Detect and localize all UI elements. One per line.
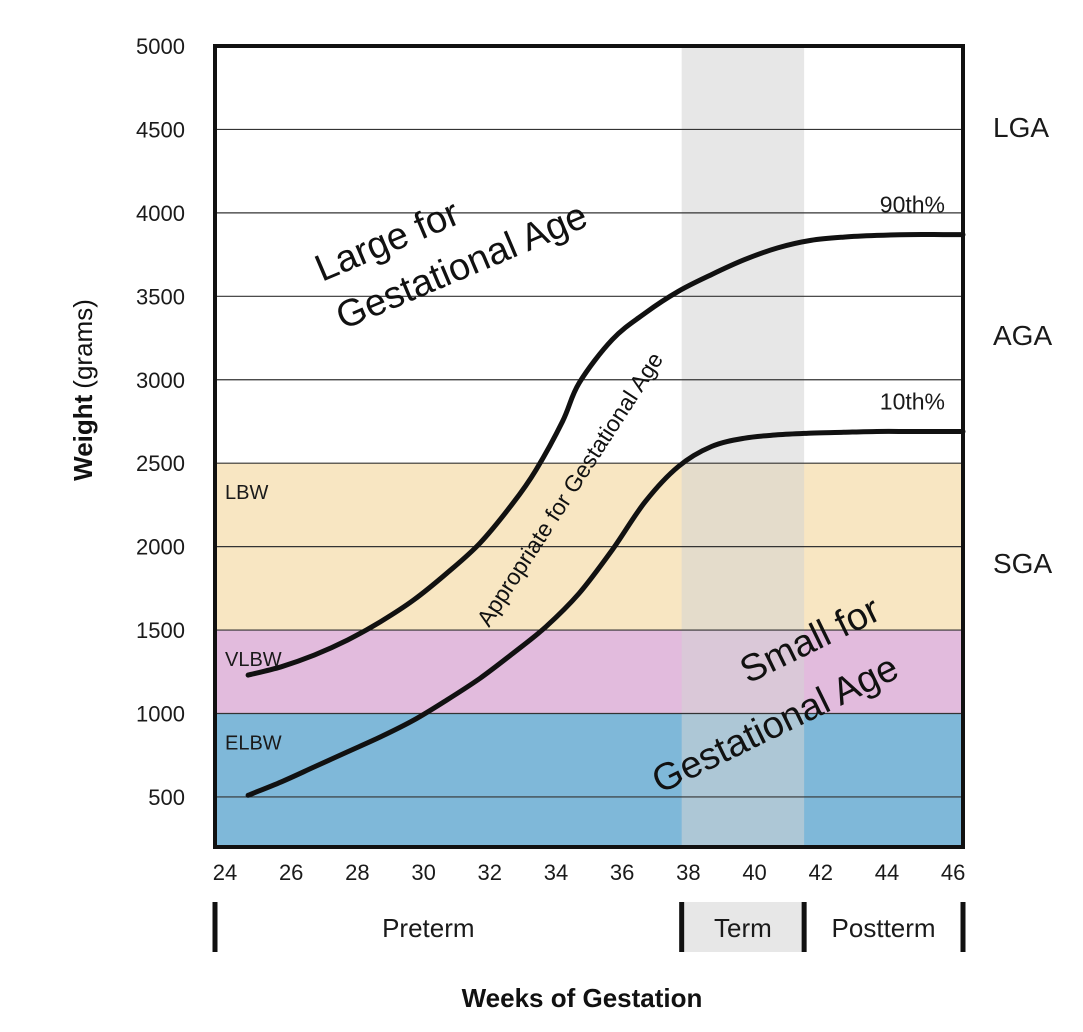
y-tick-2500: 2500: [136, 451, 185, 476]
y-tick-500: 500: [148, 785, 185, 810]
band-labels: ELBW VLBW LBW: [225, 482, 282, 754]
y-axis-title: Weight (grams): [68, 299, 98, 481]
x-tick-labels: 24 26 28 30 32 34 36 38 40 42 44 46: [213, 860, 966, 885]
horizontal-gridlines: [215, 128, 963, 798]
birth-weight-bands: [215, 463, 963, 847]
category-label-lga: LGA: [993, 112, 1049, 143]
y-tick-4500: 4500: [136, 117, 185, 142]
series-label-10th: 10th%: [880, 388, 945, 414]
y-axis-title-main: Weight: [68, 394, 98, 481]
term-period-shading: [681, 902, 805, 952]
y-tick-2000: 2000: [136, 535, 185, 560]
period-label-postterm: Postterm: [832, 913, 936, 943]
x-tick-24: 24: [213, 860, 237, 885]
x-tick-26: 26: [279, 860, 303, 885]
x-tick-30: 30: [411, 860, 435, 885]
x-tick-40: 40: [742, 860, 766, 885]
plot-frame: [213, 44, 965, 849]
x-tick-34: 34: [544, 860, 568, 885]
y-tick-1500: 1500: [136, 618, 185, 643]
band-label-lbw: LBW: [225, 482, 268, 504]
y-axis-title-unit: (grams): [68, 299, 98, 389]
x-tick-36: 36: [610, 860, 634, 885]
x-tick-28: 28: [345, 860, 369, 885]
band-elbw: [215, 713, 963, 847]
y-tick-3500: 3500: [136, 284, 185, 309]
x-tick-42: 42: [809, 860, 833, 885]
period-label-term: Term: [714, 913, 772, 943]
band-label-vlbw: VLBW: [225, 649, 282, 671]
period-label-preterm: Preterm: [382, 913, 474, 943]
band-label-elbw: ELBW: [225, 733, 282, 755]
gestation-periods: Preterm Term Postterm: [212, 902, 966, 952]
series-line-90th: [245, 232, 966, 678]
x-tick-44: 44: [875, 860, 899, 885]
y-tick-labels: 500 1000 1500 2000 2500 3000 3500 4000 4500 5000: [136, 34, 185, 810]
series-line-10th: [245, 428, 966, 798]
x-axis-title: Weeks of Gestation: [462, 983, 703, 1013]
y-tick-4000: 4000: [136, 201, 185, 226]
category-label-sga: SGA: [993, 548, 1052, 579]
percentile-curves: [245, 232, 966, 798]
y-tick-3000: 3000: [136, 368, 185, 393]
category-label-aga: AGA: [993, 320, 1052, 351]
x-tick-46: 46: [941, 860, 965, 885]
y-tick-1000: 1000: [136, 702, 185, 727]
series-labels: 90th% 10th%: [880, 192, 945, 415]
series-label-90th: 90th%: [880, 192, 945, 218]
x-tick-38: 38: [676, 860, 700, 885]
category-labels: LGA AGA SGA: [993, 112, 1052, 579]
x-tick-32: 32: [478, 860, 502, 885]
y-tick-5000: 5000: [136, 34, 185, 59]
